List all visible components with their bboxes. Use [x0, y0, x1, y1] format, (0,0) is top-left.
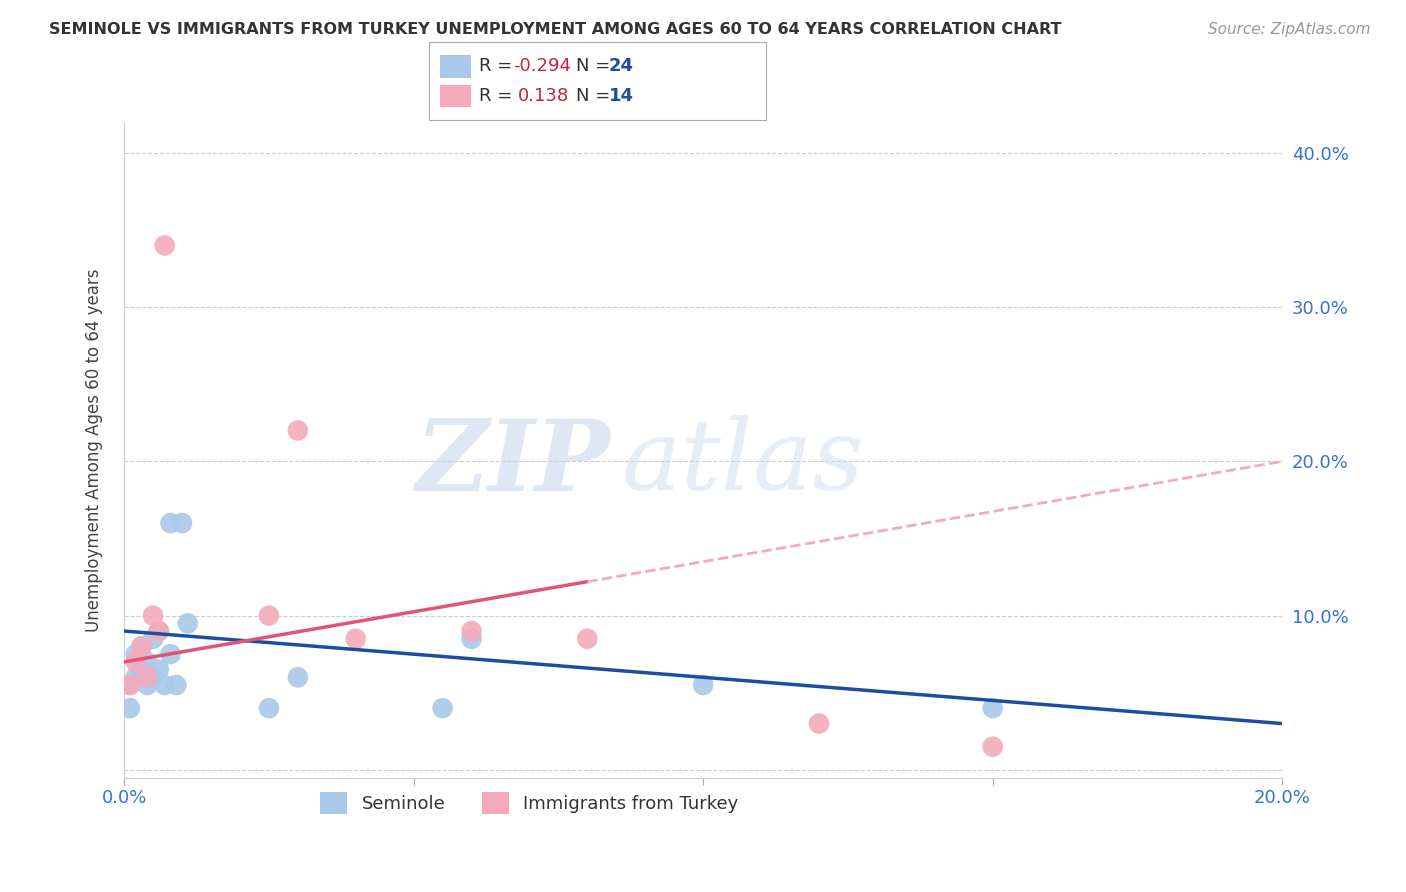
Point	[118, 678, 141, 692]
Point	[807, 716, 830, 731]
Text: 0.138: 0.138	[517, 87, 568, 105]
Point	[136, 670, 159, 684]
Point	[981, 739, 1004, 754]
Point	[170, 516, 193, 530]
Point	[142, 632, 165, 646]
Text: ZIP: ZIP	[416, 415, 610, 511]
Text: Source: ZipAtlas.com: Source: ZipAtlas.com	[1208, 22, 1371, 37]
Point	[981, 701, 1004, 715]
Point	[131, 640, 153, 654]
Text: SEMINOLE VS IMMIGRANTS FROM TURKEY UNEMPLOYMENT AMONG AGES 60 TO 64 YEARS CORREL: SEMINOLE VS IMMIGRANTS FROM TURKEY UNEMP…	[49, 22, 1062, 37]
Point	[118, 701, 141, 715]
Point	[576, 632, 599, 646]
Point	[125, 655, 148, 669]
Y-axis label: Unemployment Among Ages 60 to 64 years: Unemployment Among Ages 60 to 64 years	[86, 268, 103, 632]
Point	[148, 624, 170, 638]
Point	[257, 608, 280, 623]
Point	[460, 632, 482, 646]
Text: 14: 14	[609, 87, 634, 105]
Text: R =: R =	[479, 57, 519, 76]
Point	[125, 647, 148, 661]
Text: N =: N =	[576, 87, 616, 105]
Point	[148, 663, 170, 677]
Point	[159, 647, 181, 661]
Text: N =: N =	[576, 57, 616, 76]
Point	[257, 701, 280, 715]
Point	[142, 670, 165, 684]
Point	[287, 670, 309, 684]
Point	[159, 516, 181, 530]
Point	[344, 632, 367, 646]
Point	[118, 678, 141, 692]
Text: 24: 24	[609, 57, 634, 76]
Text: atlas: atlas	[621, 416, 865, 510]
Point	[153, 238, 176, 252]
Point	[692, 678, 714, 692]
Point	[131, 663, 153, 677]
Point	[136, 678, 159, 692]
Point	[125, 670, 148, 684]
Point	[165, 678, 187, 692]
Point	[153, 678, 176, 692]
Point	[131, 640, 153, 654]
Point	[287, 424, 309, 438]
Point	[432, 701, 454, 715]
Point	[142, 608, 165, 623]
Text: R =: R =	[479, 87, 519, 105]
Point	[460, 624, 482, 638]
Legend: Seminole, Immigrants from Turkey: Seminole, Immigrants from Turkey	[314, 784, 745, 821]
Point	[136, 655, 159, 669]
Text: -0.294: -0.294	[513, 57, 571, 76]
Point	[177, 616, 200, 631]
Point	[148, 624, 170, 638]
